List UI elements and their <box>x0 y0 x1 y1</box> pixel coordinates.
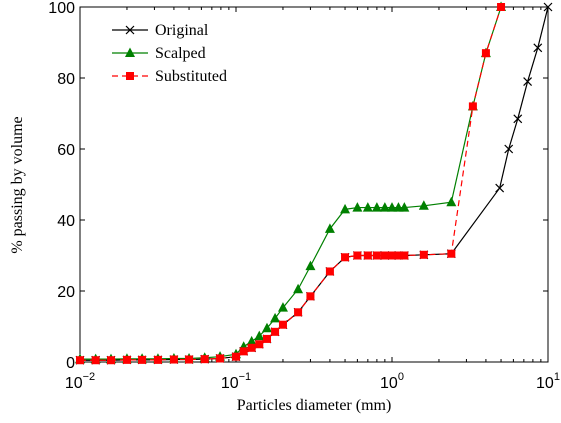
x-tick-base: 10 <box>380 375 398 392</box>
data-point <box>419 250 428 259</box>
data-point <box>278 320 287 329</box>
y-tick-label: 40 <box>57 213 75 230</box>
data-point <box>446 196 457 207</box>
legend-marker <box>126 72 134 80</box>
legend-marker <box>125 47 135 57</box>
data-point <box>468 102 477 111</box>
data-point <box>388 251 396 260</box>
data-point <box>122 355 131 364</box>
data-point <box>447 249 456 258</box>
data-point <box>543 2 553 12</box>
x-tick-base: 10 <box>65 375 83 392</box>
y-tick-label: 100 <box>48 0 75 17</box>
x-tick-base: 10 <box>536 375 554 392</box>
x-tick-label: 100 <box>380 371 404 392</box>
data-point <box>255 340 264 349</box>
data-point <box>513 114 523 124</box>
series-line <box>80 6 549 361</box>
data-point <box>353 251 362 260</box>
data-point <box>372 251 381 260</box>
data-point <box>261 322 272 333</box>
series-line <box>80 6 502 360</box>
x-axis-label: Particles diameter (mm) <box>237 397 392 414</box>
data-point <box>394 251 403 260</box>
data-point <box>305 260 316 271</box>
data-point <box>271 327 280 336</box>
data-point <box>341 253 350 262</box>
data-point <box>418 200 429 210</box>
data-point <box>153 355 162 364</box>
x-tick-exponent: 0 <box>398 371 404 383</box>
data-point <box>200 355 209 364</box>
data-point <box>495 183 505 193</box>
legend-label: Scalped <box>155 45 206 62</box>
data-point <box>387 202 397 212</box>
data-point <box>138 355 147 364</box>
data-point <box>306 292 315 301</box>
data-point <box>352 202 363 212</box>
y-tick-label: 60 <box>57 142 75 159</box>
data-point <box>216 354 225 363</box>
data-point <box>246 335 257 346</box>
data-point <box>277 302 288 312</box>
y-tick-label: 0 <box>66 355 75 372</box>
data-point <box>380 251 389 260</box>
data-point <box>481 49 490 58</box>
data-point <box>523 77 533 86</box>
data-point <box>324 223 335 233</box>
plot-frame <box>79 6 549 363</box>
data-point <box>247 343 256 352</box>
data-point <box>185 355 194 364</box>
data-point <box>363 251 372 260</box>
data-point <box>533 43 543 53</box>
data-point <box>379 202 390 212</box>
y-axis-label: % passing by volume <box>9 116 26 253</box>
data-point <box>262 334 271 343</box>
series-line <box>80 6 502 361</box>
x-tick-base: 10 <box>221 375 239 392</box>
y-tick-label: 20 <box>57 284 75 301</box>
x-tick-label: 10−1 <box>221 371 251 392</box>
data-point <box>497 3 506 11</box>
legend-label: Original <box>155 22 209 39</box>
data-point <box>371 202 382 212</box>
data-point <box>293 283 304 294</box>
data-point <box>239 347 248 356</box>
data-point <box>400 251 409 260</box>
data-point <box>270 312 281 323</box>
legend-marker <box>125 25 135 35</box>
data-point <box>76 356 84 365</box>
data-point <box>504 144 514 154</box>
data-point <box>91 356 100 365</box>
data-point <box>399 202 410 212</box>
data-point <box>254 330 265 341</box>
x-tick-label: 10−2 <box>65 371 95 392</box>
legend-label: Substituted <box>155 68 227 85</box>
data-point <box>325 267 334 276</box>
data-point <box>362 202 373 212</box>
data-point <box>232 352 240 361</box>
data-point <box>106 356 115 365</box>
data-point <box>340 203 351 214</box>
x-tick-exponent: −1 <box>239 371 252 383</box>
x-tick-label: 101 <box>536 371 560 392</box>
y-tick-label: 80 <box>57 71 75 88</box>
x-tick-exponent: 1 <box>554 371 560 383</box>
data-point <box>169 355 178 364</box>
data-point <box>294 308 303 317</box>
x-tick-exponent: −2 <box>83 371 96 383</box>
